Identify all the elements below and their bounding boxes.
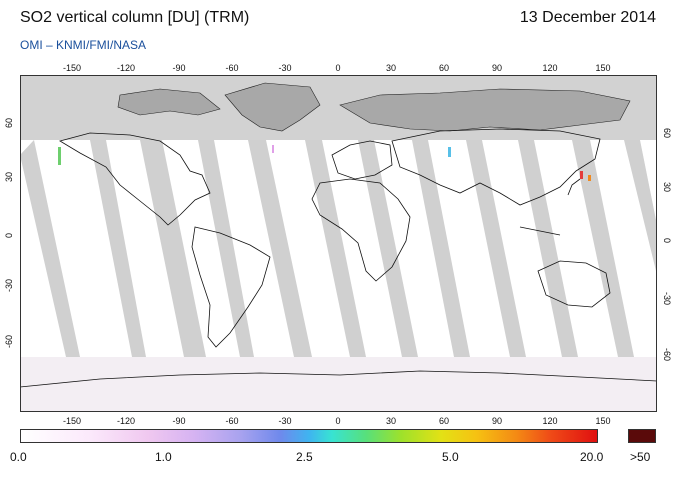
lat-tick-right: -60 (662, 348, 672, 362)
lat-tick-left: -60 (4, 334, 14, 348)
colorbar (20, 429, 598, 443)
lon-tick-top: -120 (116, 63, 136, 73)
colorbar-label: 5.0 (442, 450, 459, 464)
lon-tick-bottom: 30 (385, 416, 397, 426)
map-title: SO2 vertical column [DU] (TRM) (20, 9, 250, 26)
lat-tick-right: -30 (662, 292, 672, 306)
lat-tick-right: 30 (662, 182, 672, 193)
orbit-gap-stripes (20, 140, 657, 357)
so2-flecks (58, 145, 591, 181)
continent-outlines (20, 128, 657, 388)
world-map (20, 75, 657, 412)
colorbar-label: 0.0 (10, 450, 27, 464)
lon-tick-bottom: -120 (116, 416, 136, 426)
lat-tick-left: 60 (4, 117, 14, 128)
lon-tick-bottom: -60 (225, 416, 239, 426)
colorbar-label: 2.5 (296, 450, 313, 464)
colorbar-label: 20.0 (580, 450, 604, 464)
lon-tick-top: 150 (595, 63, 611, 73)
lon-tick-bottom: -30 (278, 416, 292, 426)
lon-tick-top: 60 (438, 63, 450, 73)
lon-tick-bottom: 60 (438, 416, 450, 426)
colorbar-overflow-swatch (628, 429, 656, 443)
lat-tick-left: -30 (4, 278, 14, 292)
antarctic-band (20, 357, 657, 412)
lat-tick-left: 0 (4, 232, 14, 238)
lat-tick-left: 30 (4, 171, 14, 182)
lat-tick-right: 60 (662, 128, 672, 139)
colorbar-label: >50 (630, 450, 651, 464)
lon-tick-top: -90 (172, 63, 186, 73)
lat-tick-right: 0 (662, 238, 672, 244)
lon-tick-bottom: -150 (62, 416, 82, 426)
lon-tick-top: 30 (385, 63, 397, 73)
data-credit: OMI – KNMI/FMI/NASA (20, 38, 147, 52)
lon-tick-bottom: 90 (491, 416, 503, 426)
lon-tick-bottom: -90 (172, 416, 186, 426)
lon-tick-bottom: 120 (542, 416, 558, 426)
lon-tick-top: -150 (62, 63, 82, 73)
lon-tick-top: -60 (225, 63, 239, 73)
lon-tick-bottom: 0 (335, 416, 341, 426)
lon-tick-top: -30 (278, 63, 292, 73)
lon-tick-top: 0 (335, 63, 341, 73)
map-date: 13 December 2014 (519, 9, 656, 26)
colorbar-label: 1.0 (155, 450, 172, 464)
lon-tick-bottom: 150 (595, 416, 611, 426)
arctic-land (117, 82, 631, 132)
lon-tick-top: 120 (542, 63, 558, 73)
lon-tick-top: 90 (491, 63, 503, 73)
